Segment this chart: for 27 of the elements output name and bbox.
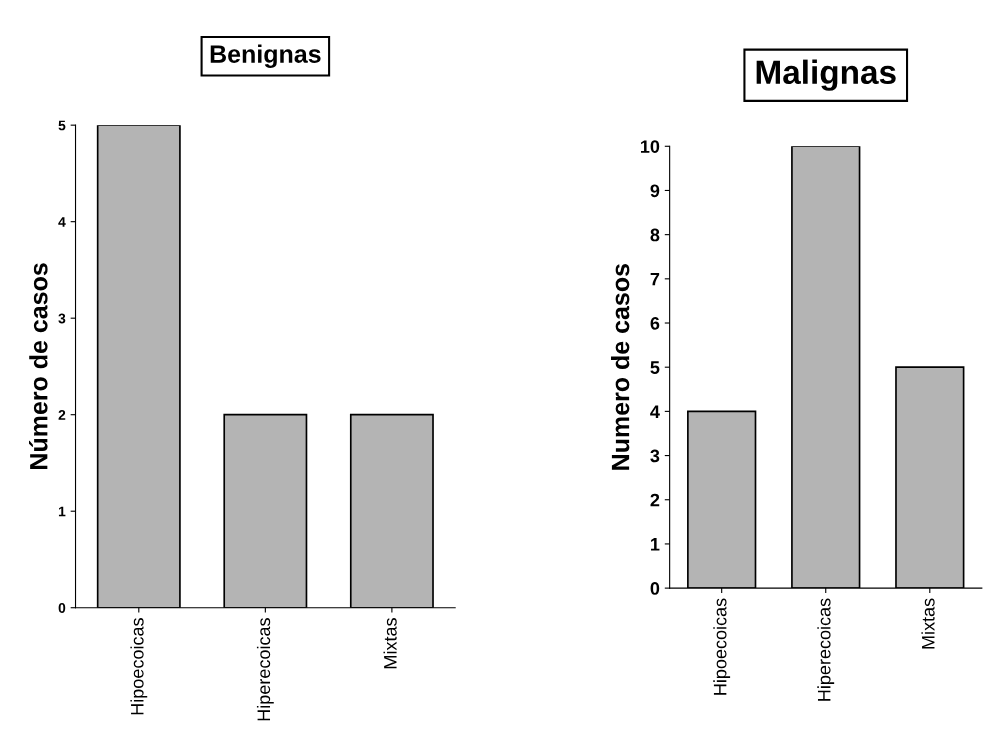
x-tick-label: Hiperecoicas: [256, 618, 274, 721]
y-axis-title: Número de casos: [29, 263, 48, 469]
y-tick-label: 8: [650, 228, 660, 242]
y-tick-label: 3: [58, 313, 66, 324]
y-tick-label: 2: [650, 493, 660, 507]
y-tick-label: 0: [650, 582, 660, 595]
y-tick-label: 4: [650, 405, 660, 418]
y-tick-label: 6: [650, 316, 660, 330]
x-tick-label: Mixtas: [921, 598, 935, 649]
chart-title: Malignas: [756, 59, 896, 91]
y-tick-label: 10: [640, 140, 660, 153]
y-tick-label: 5: [58, 120, 66, 131]
x-tick-label: Hipoecoicas: [713, 598, 731, 695]
chart-title: Benignas: [210, 44, 321, 68]
y-tick-label: 3: [650, 449, 660, 463]
y-tick-label: 1: [651, 538, 660, 551]
y-tick-label: 2: [58, 410, 66, 420]
y-tick-label: 9: [650, 184, 660, 198]
y-tick-label: 1: [58, 506, 66, 517]
y-tick-label: 0: [58, 603, 66, 613]
y-tick-label: 4: [58, 217, 66, 227]
x-tick-label: Mixtas: [383, 618, 397, 669]
x-tick-label: Hiperecoicas: [817, 598, 835, 701]
y-tick-label: 7: [650, 272, 660, 286]
x-tick-label: Hipoecoicas: [130, 618, 148, 715]
y-axis-title: Numero de casos: [610, 264, 630, 470]
y-tick-label: 5: [650, 361, 660, 374]
